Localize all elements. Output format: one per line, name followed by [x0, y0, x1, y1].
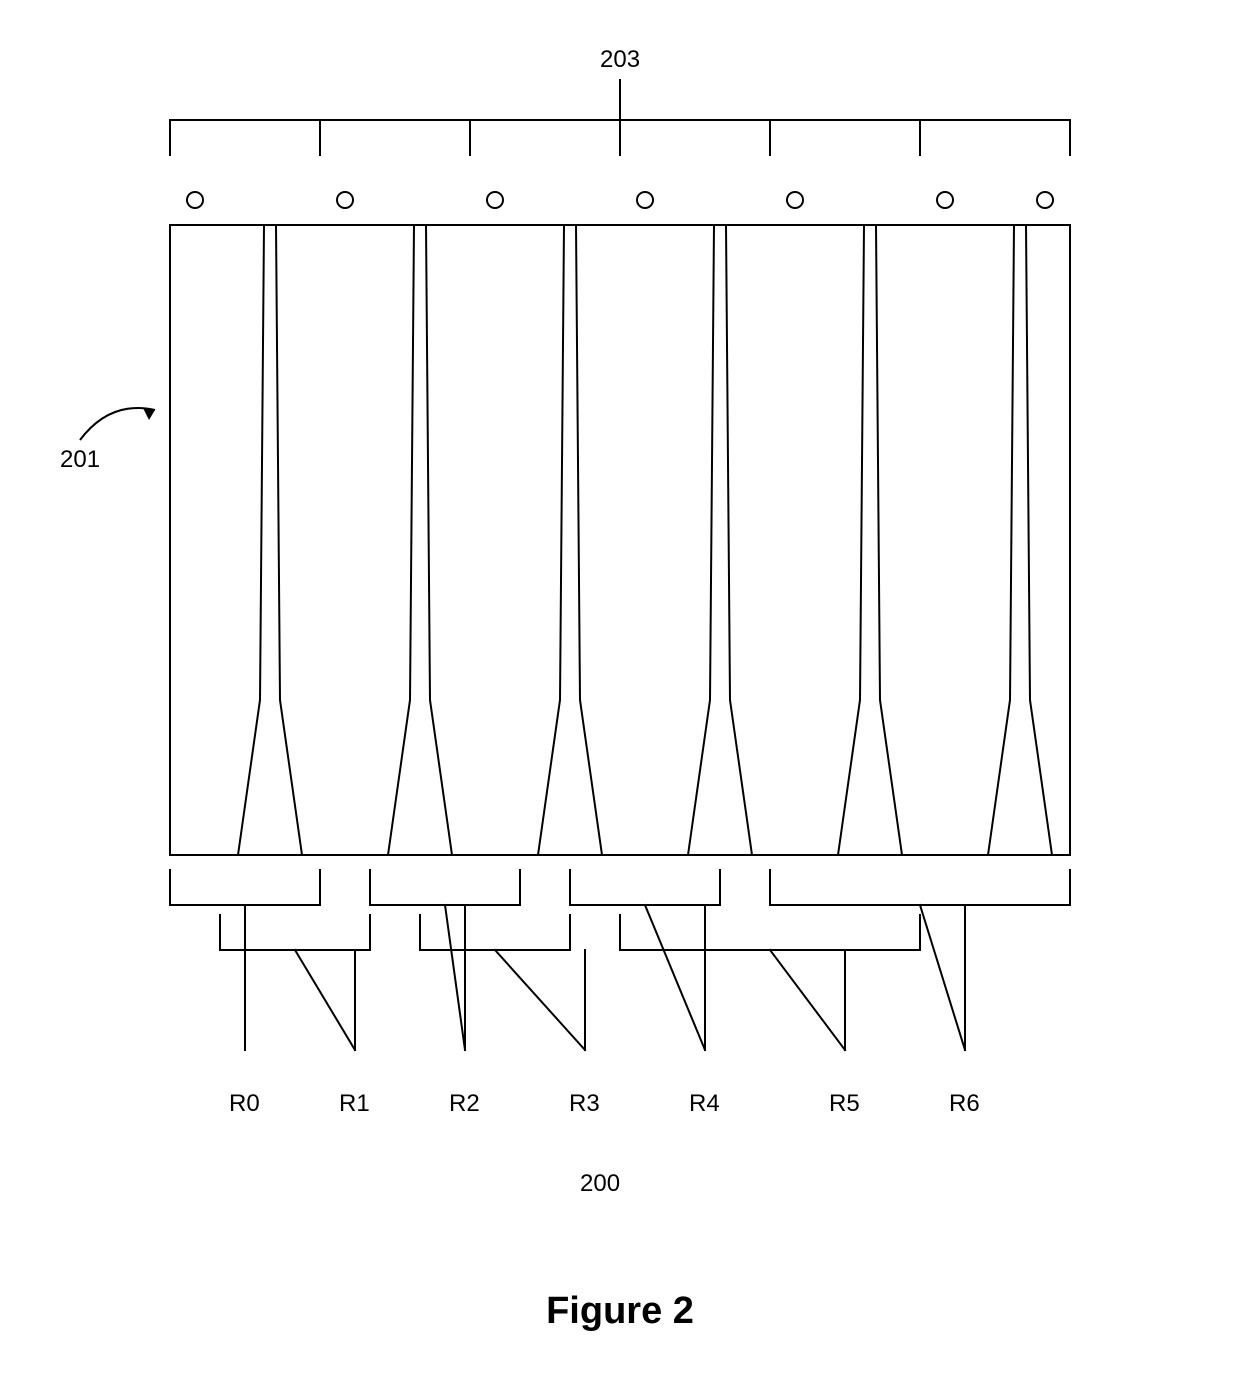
region-label: R5 — [829, 1090, 860, 1118]
page: 203 201 200 R0 R1 R2 R3 R4 R5 R6 Figure 2 — [0, 0, 1240, 1392]
region-label: R0 — [229, 1090, 260, 1118]
label-203: 203 — [600, 46, 640, 74]
region-label: R2 — [449, 1090, 480, 1118]
region-label: R1 — [339, 1090, 370, 1118]
label-200: 200 — [580, 1170, 620, 1198]
region-label: R4 — [689, 1090, 720, 1118]
region-label: R3 — [569, 1090, 600, 1118]
label-201: 201 — [60, 446, 100, 474]
figure-title: Figure 2 — [0, 1290, 1240, 1333]
region-label: R6 — [949, 1090, 980, 1118]
